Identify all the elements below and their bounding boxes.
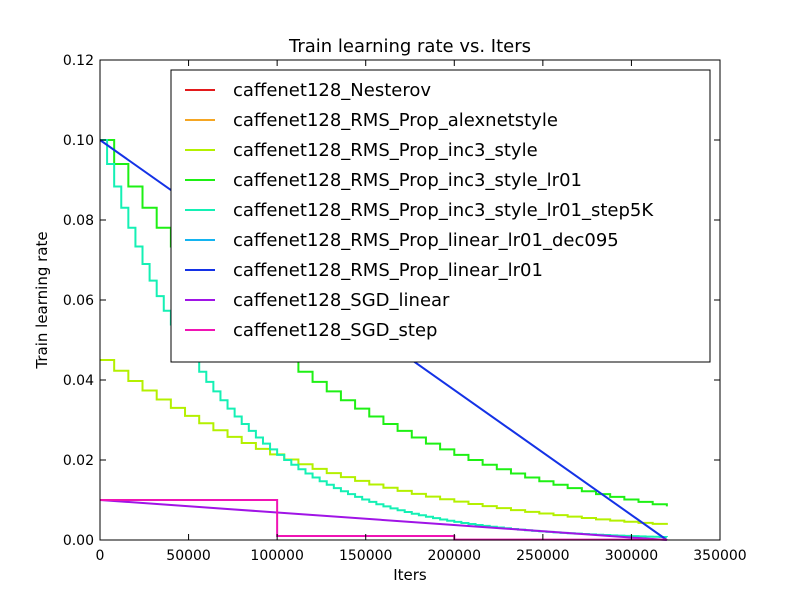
- y-tick-label: 0.10: [63, 133, 94, 149]
- y-axis-label: Train learning rate: [33, 231, 51, 369]
- legend-label: caffenet128_RMS_Prop_inc3_style: [233, 140, 538, 161]
- plot-area-frame: [99, 59, 721, 541]
- chart-title: Train learning rate vs. Iters: [288, 36, 531, 57]
- x-tick-label: 100000: [250, 548, 303, 564]
- series-line-7: [99, 499, 667, 541]
- y-tick-label: 0.06: [63, 293, 94, 309]
- y-tick-label: 0.08: [63, 213, 94, 229]
- ticks-layer: 0 50000 100000 150000 200000 250000 300000 3500…: [63, 53, 747, 564]
- legend-label: caffenet128_Nesterov: [233, 80, 431, 101]
- legend-box: [170, 69, 711, 363]
- legend-label: caffenet128_RMS_Prop_linear_lr01: [233, 260, 543, 281]
- x-tick-label: 0: [96, 548, 105, 564]
- legend-label: caffenet128_SGD_step: [233, 320, 437, 341]
- x-tick-label: 200000: [428, 548, 481, 564]
- x-tick-label: 150000: [339, 548, 392, 564]
- series-line-2: [100, 359, 668, 525]
- x-tick-label: 250000: [516, 548, 569, 564]
- legend-label: caffenet128_RMS_Prop_inc3_style_lr01: [233, 170, 582, 191]
- x-tick-label: 350000: [693, 548, 746, 564]
- y-tick-label: 0.02: [63, 453, 94, 469]
- y-tick-label: 0.00: [63, 533, 94, 549]
- x-tick-label: 300000: [605, 548, 658, 564]
- x-tick-label: 50000: [166, 548, 211, 564]
- x-axis-label: Iters: [393, 566, 427, 584]
- legend-label: caffenet128_RMS_Prop_inc3_style_lr01_ste…: [233, 200, 654, 221]
- y-tick-label: 0.12: [63, 53, 94, 69]
- legend-label: caffenet128_RMS_Prop_alexnetstyle: [233, 110, 558, 131]
- y-tick-label: 0.04: [63, 373, 94, 389]
- legend-label: caffenet128_SGD_linear: [233, 290, 450, 311]
- legend: caffenet128_Nesterov caffenet128_RMS_Prop…: [170, 69, 711, 363]
- legend-label: caffenet128_RMS_Prop_linear_lr01_dec095: [233, 230, 619, 251]
